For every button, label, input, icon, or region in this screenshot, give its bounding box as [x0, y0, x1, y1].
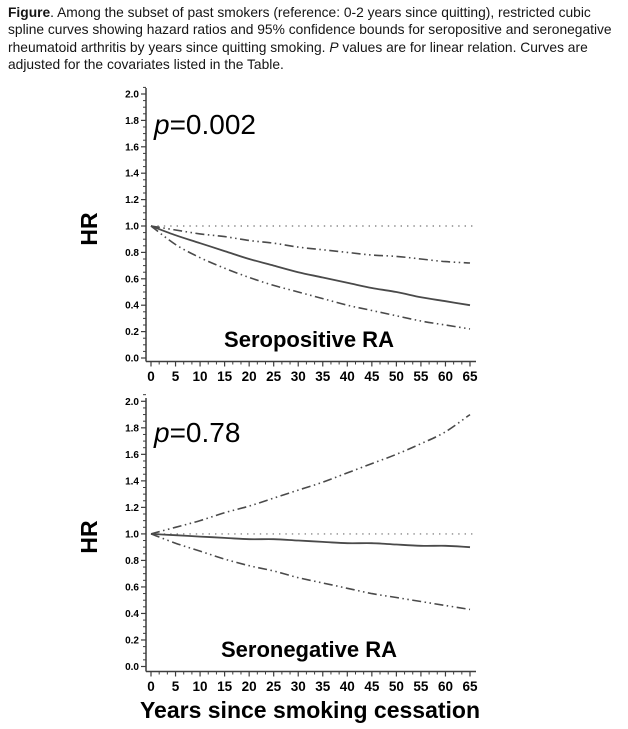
x-tick-label: 35 — [315, 679, 331, 694]
y-tick-label: 1.4 — [125, 169, 139, 180]
caption-lead: Figure — [8, 5, 51, 20]
x-tick-label: 65 — [462, 679, 478, 694]
y-tick-label: 1.0 — [125, 222, 139, 233]
upper-95-confidence-bound-curve — [150, 413, 471, 535]
x-tick-label: 5 — [172, 369, 180, 384]
x-tick-label: 45 — [364, 369, 380, 384]
x-tick-label: 65 — [462, 369, 478, 384]
y-tick-label: 0.4 — [125, 301, 139, 312]
x-tick-label: 60 — [438, 369, 453, 384]
lower-95-confidence-bound-curve — [150, 225, 471, 330]
x-tick-label: 0 — [147, 679, 155, 694]
x-tick-label: 15 — [217, 679, 233, 694]
y-tick-label: 1.2 — [125, 503, 139, 514]
y-tick-label: 1.8 — [125, 116, 139, 127]
y-tick-label: 1.6 — [125, 450, 139, 461]
y-tick-label: 1.4 — [125, 476, 139, 487]
x-tick-label: 35 — [315, 369, 331, 384]
x-tick-label: 30 — [291, 369, 306, 384]
x-axis-title: Years since smoking cessation — [140, 697, 480, 723]
x-tick-label: 5 — [172, 679, 180, 694]
caption-body-2: values are for linear relation. Curves a… — [8, 39, 588, 73]
x-tick-label: 40 — [340, 369, 355, 384]
x-tick-label: 20 — [242, 679, 257, 694]
x-tick-label: 50 — [389, 369, 404, 384]
y-tick-label: 0.2 — [125, 635, 139, 646]
y-tick-label: 0.2 — [125, 327, 139, 338]
x-tick-label: 20 — [242, 369, 257, 384]
y-axis-title: HR — [76, 520, 102, 554]
y-tick-label: 0.6 — [125, 274, 139, 285]
y-axis-title: HR — [76, 212, 102, 246]
p-value-label: p=0.78 — [153, 417, 240, 448]
x-tick-label: 45 — [364, 679, 380, 694]
y-tick-label: 0.0 — [125, 354, 139, 365]
x-tick-label: 50 — [389, 679, 404, 694]
x-tick-label: 55 — [413, 679, 429, 694]
x-tick-label: 10 — [193, 369, 208, 384]
y-tick-label: 1.2 — [125, 195, 139, 206]
p-value-label: p=0.002 — [153, 109, 256, 140]
y-tick-label: 1.8 — [125, 423, 139, 434]
seropositive-ra-chart: 0.0 0.2 0.4 0.6 0.8 1.0 1.2 1.4 1.6 1.8 2.0 0 5 10 15 2… — [76, 86, 478, 384]
y-tick-label: 2.0 — [125, 397, 139, 408]
lower-95-confidence-bound-curve — [150, 533, 471, 611]
panel-label: Seronegative RA — [221, 637, 397, 662]
figure-caption: Figure. Among the subset of past smokers… — [8, 4, 622, 74]
y-tick-label: 0.8 — [125, 248, 139, 259]
x-tick-label: 10 — [193, 679, 208, 694]
x-tick-label: 40 — [340, 679, 355, 694]
y-tick-label: 0.4 — [125, 609, 139, 620]
y-tick-label: 1.6 — [125, 142, 139, 153]
y-tick-label: 0.8 — [125, 556, 139, 567]
x-tick-label: 30 — [291, 679, 306, 694]
caption-body-1: . Among the subset of past smokers (refe… — [8, 5, 612, 55]
caption-p-italic: P — [329, 39, 339, 55]
y-tick-label: 0.6 — [125, 582, 139, 593]
x-tick-label: 25 — [266, 679, 282, 694]
x-tick-label: 15 — [217, 369, 233, 384]
x-tick-label: 0 — [147, 369, 155, 384]
y-tick-label: 1.0 — [125, 529, 139, 540]
y-tick-label: 2.0 — [125, 90, 139, 101]
seronegative-ra-chart: 0.0 0.2 0.4 0.6 0.8 1.0 1.2 1.4 1.6 1.8 2.0 0 5 10 15 2… — [76, 394, 478, 694]
hazard-ratio-curve — [150, 533, 471, 549]
x-tick-label: 60 — [438, 679, 453, 694]
x-tick-label: 55 — [413, 369, 429, 384]
y-tick-label: 0.0 — [125, 662, 139, 673]
upper-95-confidence-bound-curve — [150, 225, 471, 264]
x-tick-label: 25 — [266, 369, 282, 384]
panel-label: Seropositive RA — [224, 327, 394, 352]
hazard-ratio-curve — [150, 225, 471, 307]
